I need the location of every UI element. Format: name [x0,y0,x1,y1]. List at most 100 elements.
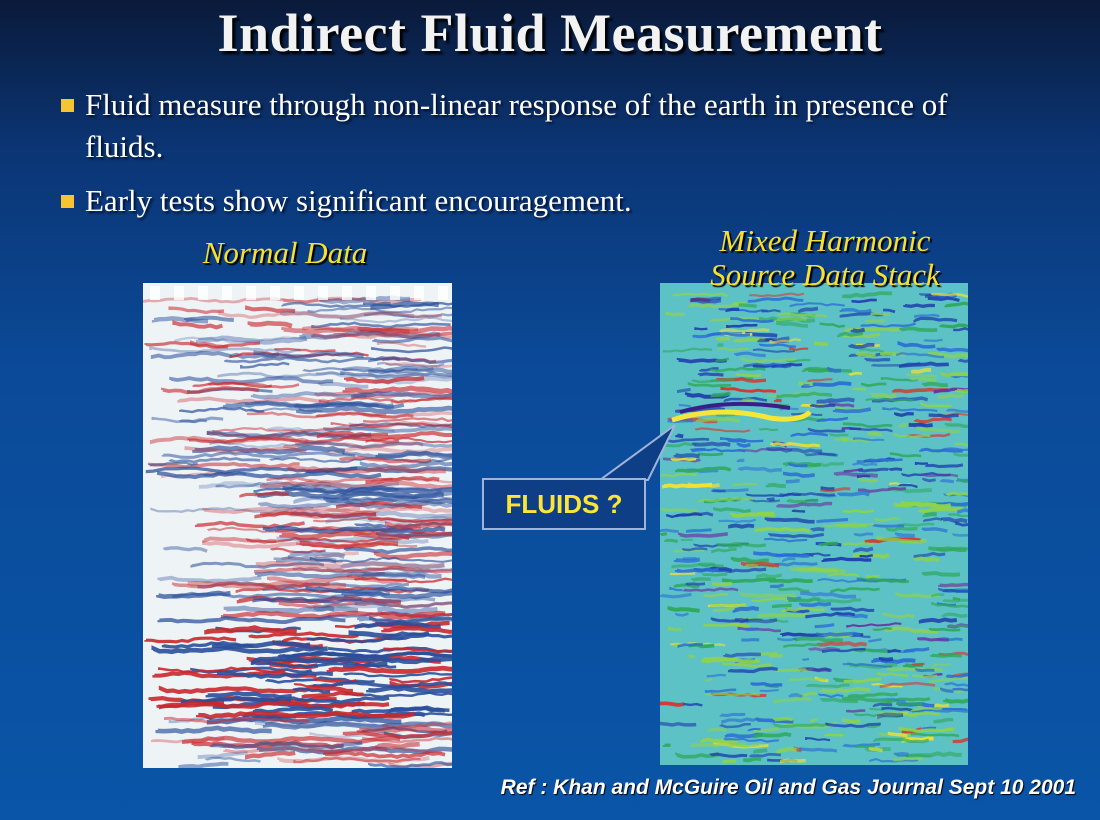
trace [761,309,781,313]
trace [748,292,805,298]
trace [821,556,872,563]
trace [722,759,737,764]
trace [712,581,733,587]
trace [685,582,706,586]
trace [706,673,727,678]
trace [389,680,452,689]
trace [743,756,762,763]
trace [874,516,900,522]
trace [266,575,408,585]
trace [909,732,960,738]
trace [365,437,452,444]
trace [747,296,804,303]
trace [671,562,716,569]
trace [161,451,356,459]
trace [149,435,309,445]
trace [184,446,307,455]
trace [749,752,781,758]
trace [736,458,745,463]
trace [293,400,405,410]
trace [177,396,330,404]
trace [342,286,352,300]
trace [798,306,819,314]
trace [802,366,852,373]
trace [789,346,809,351]
trace [707,727,728,732]
trace [867,431,882,437]
trace [856,474,871,479]
trace [801,383,810,388]
trace [872,702,893,708]
trace [299,330,441,340]
trace [144,636,237,644]
trace [660,473,698,478]
trace [157,666,286,674]
trace [870,312,890,316]
trace [841,696,892,704]
trace [727,743,760,748]
trace [255,571,426,580]
trace [946,673,968,679]
trace [818,452,838,457]
trace [805,611,856,619]
trace [313,605,359,613]
trace [692,441,731,447]
trace [865,319,886,323]
trace [715,336,730,342]
trace [390,286,400,300]
panel-label-line: Mixed Harmonic [719,223,931,258]
trace [678,403,691,408]
trace [770,583,785,589]
trace [820,697,858,704]
trace [818,693,844,698]
trace [894,532,915,538]
trace [732,482,758,486]
trace [363,417,452,423]
trace [911,662,925,666]
trace [667,605,700,613]
trace [877,712,904,719]
trace [940,372,968,377]
trace [677,387,691,394]
trace [354,601,452,609]
trace [665,437,710,443]
trace [930,653,962,658]
trace [756,573,783,579]
trace [720,386,777,393]
trace [220,610,446,620]
trace [939,687,954,693]
trace [178,761,229,768]
trace [389,676,452,684]
trace [954,442,968,447]
trace [744,627,759,632]
trace [941,612,968,618]
trace [810,527,825,532]
trace [223,605,335,614]
trace [258,500,452,510]
trace [356,725,452,734]
trace [790,432,829,438]
trace [715,357,730,362]
trace [301,690,364,699]
trace [390,396,452,404]
panel-label-line: Source Data Stack [710,257,940,292]
trace [251,656,452,665]
trace [810,717,818,723]
trace [293,756,421,764]
bullet: Early tests show significant encourageme… [61,180,1005,222]
trace [818,541,839,547]
trace [709,603,748,608]
trace [817,598,862,604]
trace [918,506,963,514]
trace [202,540,385,550]
trace [151,645,328,655]
trace [382,721,452,729]
trace [816,397,855,404]
trace [690,298,722,304]
trace [824,733,844,737]
trace [354,576,452,584]
trace [842,542,874,547]
trace [750,682,783,688]
trace [155,725,272,735]
trace [370,300,440,310]
